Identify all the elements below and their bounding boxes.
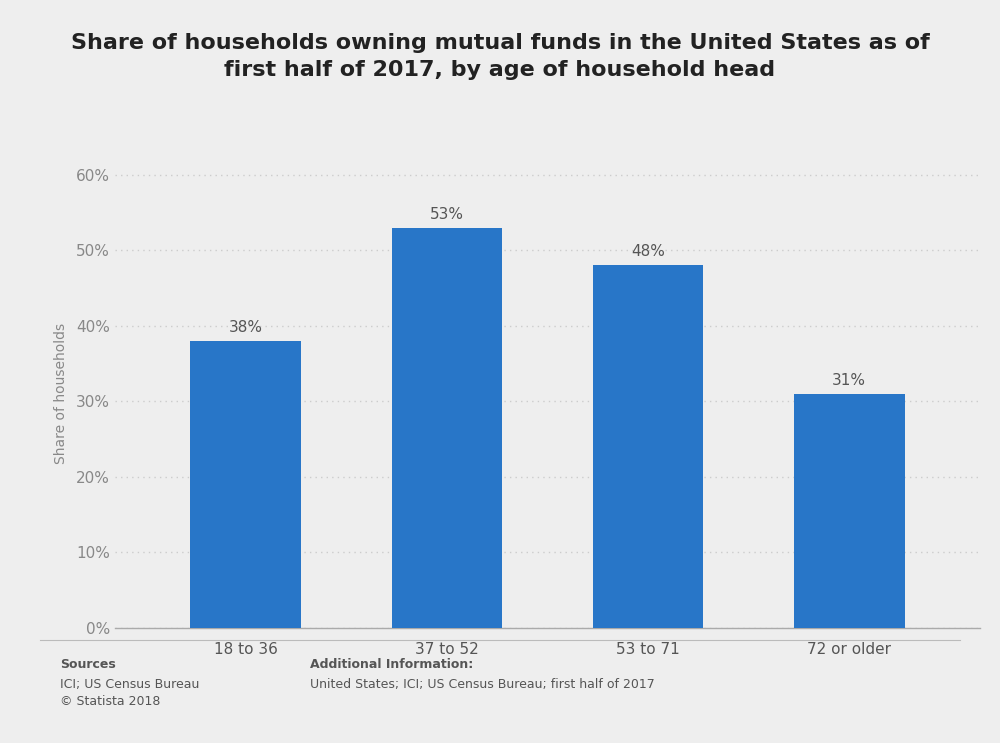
Text: Additional Information:: Additional Information: <box>310 658 473 670</box>
Text: Sources: Sources <box>60 658 116 670</box>
Text: Share of households owning mutual funds in the United States as of
first half of: Share of households owning mutual funds … <box>71 33 929 80</box>
Y-axis label: Share of households: Share of households <box>54 323 68 464</box>
Text: 53%: 53% <box>430 207 464 221</box>
Bar <box>190 341 301 628</box>
Text: 31%: 31% <box>832 373 866 388</box>
Bar <box>794 394 905 628</box>
Bar <box>593 265 703 628</box>
Text: 48%: 48% <box>631 244 665 259</box>
Text: 38%: 38% <box>229 320 263 335</box>
Text: United States; ICI; US Census Bureau; first half of 2017: United States; ICI; US Census Bureau; fi… <box>310 678 655 690</box>
Bar <box>392 227 502 628</box>
Text: © Statista 2018: © Statista 2018 <box>60 695 160 707</box>
Text: ICI; US Census Bureau: ICI; US Census Bureau <box>60 678 199 690</box>
